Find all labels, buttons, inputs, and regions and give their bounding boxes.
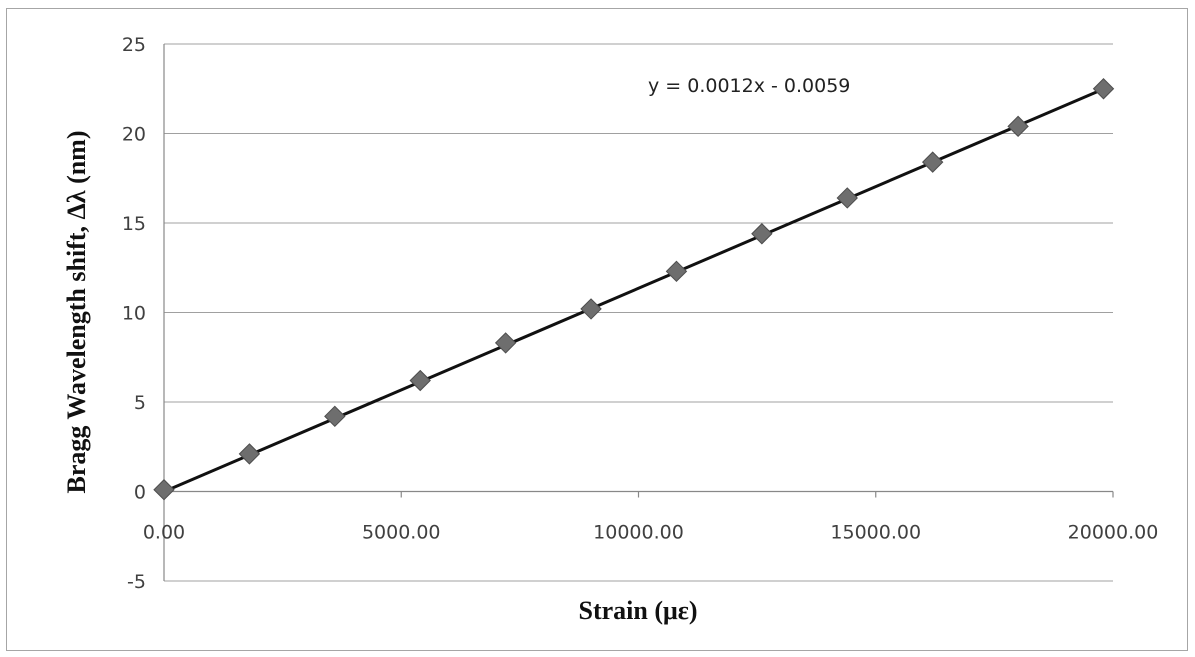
x-tick-label: 0.00 bbox=[143, 522, 185, 544]
data-point bbox=[409, 369, 431, 392]
data-points bbox=[153, 78, 1115, 501]
data-point bbox=[836, 187, 858, 209]
y-tick-label: 20 bbox=[122, 124, 146, 146]
data-point bbox=[1092, 78, 1115, 100]
data-point bbox=[1007, 115, 1029, 138]
data-point bbox=[580, 298, 602, 320]
x-tick-label: 10000.00 bbox=[593, 522, 684, 544]
data-point bbox=[921, 151, 944, 173]
x-tick-label: 20000.00 bbox=[1068, 522, 1159, 544]
trendline-equation: y = 0.0012x - 0.0059 bbox=[648, 75, 850, 97]
y-tick-label: 5 bbox=[134, 392, 146, 414]
x-axis-title: Strain (με) bbox=[578, 596, 697, 625]
y-tick-label: 15 bbox=[122, 213, 146, 235]
y-tick-label: 25 bbox=[122, 34, 146, 56]
y-tick-label: 0 bbox=[134, 482, 146, 504]
data-point bbox=[324, 405, 346, 428]
x-tick-label: 5000.00 bbox=[362, 522, 441, 544]
data-point bbox=[494, 332, 517, 354]
y-axis-title: Bragg Wavelength shift, Δλ (nm) bbox=[62, 131, 91, 494]
data-point bbox=[751, 223, 773, 245]
x-tick-label: 15000.00 bbox=[830, 522, 921, 544]
trendline bbox=[163, 87, 1105, 493]
trendline-path bbox=[163, 87, 1105, 493]
y-tick-label: -5 bbox=[127, 571, 146, 593]
data-point bbox=[153, 479, 175, 501]
y-tick-label: 10 bbox=[122, 303, 146, 325]
data-point bbox=[665, 260, 688, 283]
data-point bbox=[238, 443, 261, 465]
chart-frame bbox=[6, 8, 1188, 651]
gridlines bbox=[164, 43, 1113, 582]
tick-labels: -5 0 5 10 15 20 25 0.00 5000.00 10000.00 15000.00 2… bbox=[122, 34, 1159, 593]
